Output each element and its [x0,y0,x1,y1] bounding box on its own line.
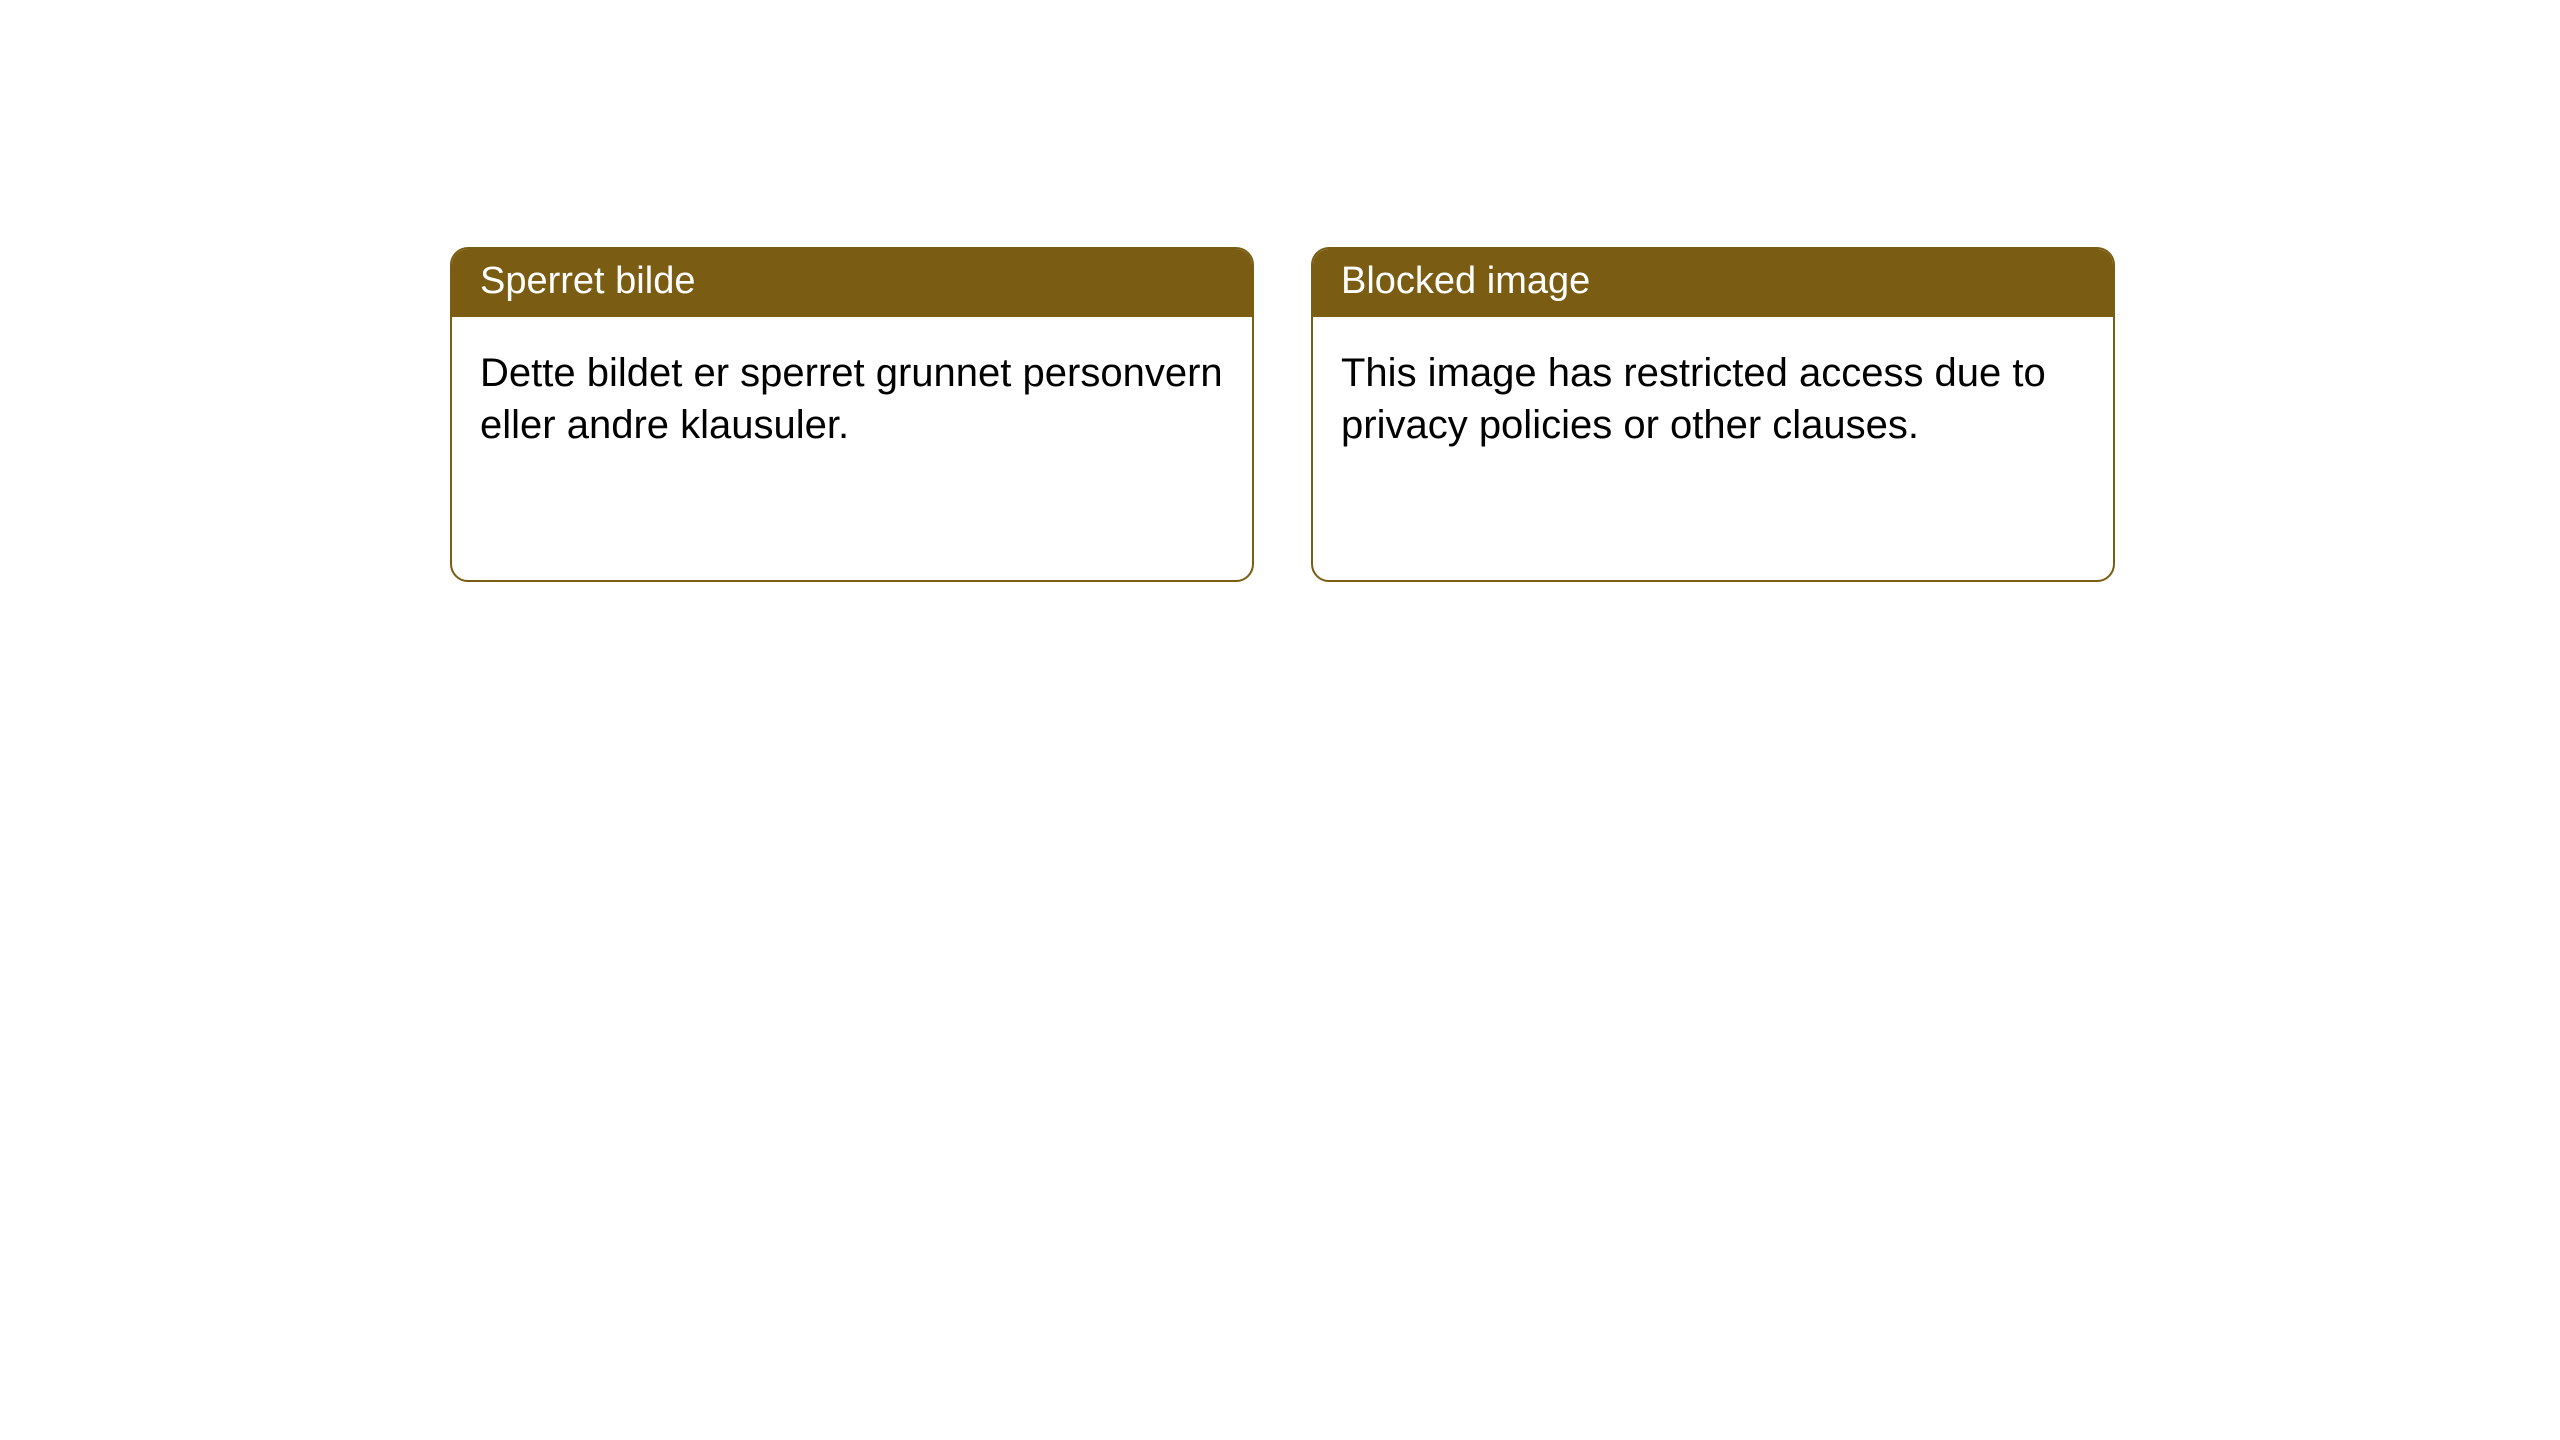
notice-container: Sperret bilde Dette bildet er sperret gr… [450,247,2115,582]
notice-card-norwegian: Sperret bilde Dette bildet er sperret gr… [450,247,1254,582]
notice-card-title: Blocked image [1313,249,2113,317]
notice-card-english: Blocked image This image has restricted … [1311,247,2115,582]
notice-card-body: Dette bildet er sperret grunnet personve… [452,317,1252,481]
notice-card-title: Sperret bilde [452,249,1252,317]
notice-card-body: This image has restricted access due to … [1313,317,2113,481]
